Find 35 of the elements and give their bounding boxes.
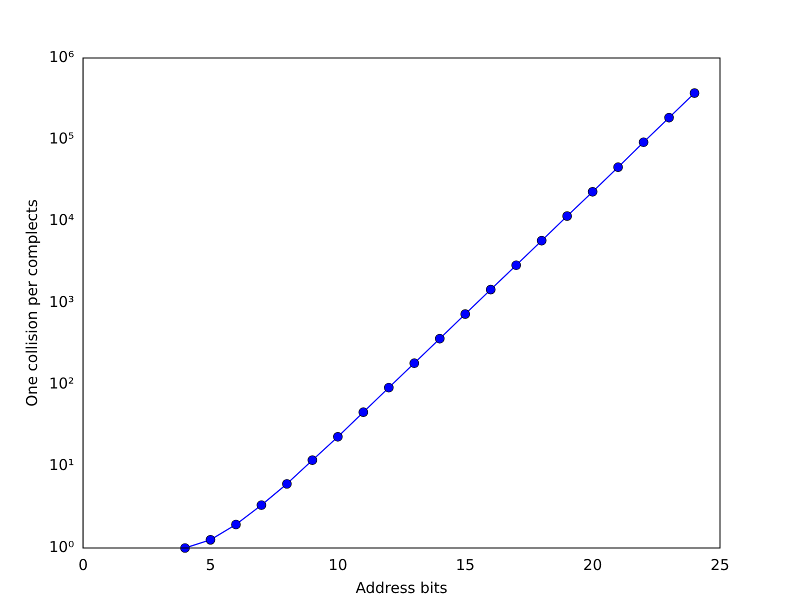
point xyxy=(613,162,623,172)
point xyxy=(511,260,521,270)
y-tick-label: 10⁰ xyxy=(48,538,74,556)
point xyxy=(434,334,445,344)
x-tick-label: 25 xyxy=(710,556,730,574)
point xyxy=(231,520,241,530)
point xyxy=(256,500,266,510)
y-tick-label: 10⁵ xyxy=(48,130,74,148)
y-tick-label: 10⁶ xyxy=(48,48,74,66)
y-tick-label: 10⁴ xyxy=(48,211,74,230)
point xyxy=(308,455,318,465)
x-tick-label: 5 xyxy=(206,556,216,574)
y-tick-label: 10³ xyxy=(48,292,74,311)
point xyxy=(690,88,700,98)
point xyxy=(206,535,216,545)
point xyxy=(536,236,546,246)
x-tick-label: 10 xyxy=(328,556,348,574)
point xyxy=(333,432,343,442)
point xyxy=(588,186,598,197)
x-tick-label: 0 xyxy=(78,556,88,574)
point xyxy=(638,137,648,148)
y-tick-label: 10¹ xyxy=(48,456,74,474)
point xyxy=(282,479,292,489)
point xyxy=(664,112,674,122)
point xyxy=(562,211,572,221)
point xyxy=(486,284,496,294)
point xyxy=(409,358,420,368)
point xyxy=(460,309,470,319)
x-axis-title: Address bits xyxy=(356,578,448,597)
x-tick-label: 15 xyxy=(456,556,475,574)
point xyxy=(358,407,368,418)
point xyxy=(384,382,394,392)
x-tick-label: 20 xyxy=(583,556,602,574)
y-axis-title: One collision per complects xyxy=(22,199,41,407)
y-tick-label: 10² xyxy=(48,374,74,393)
